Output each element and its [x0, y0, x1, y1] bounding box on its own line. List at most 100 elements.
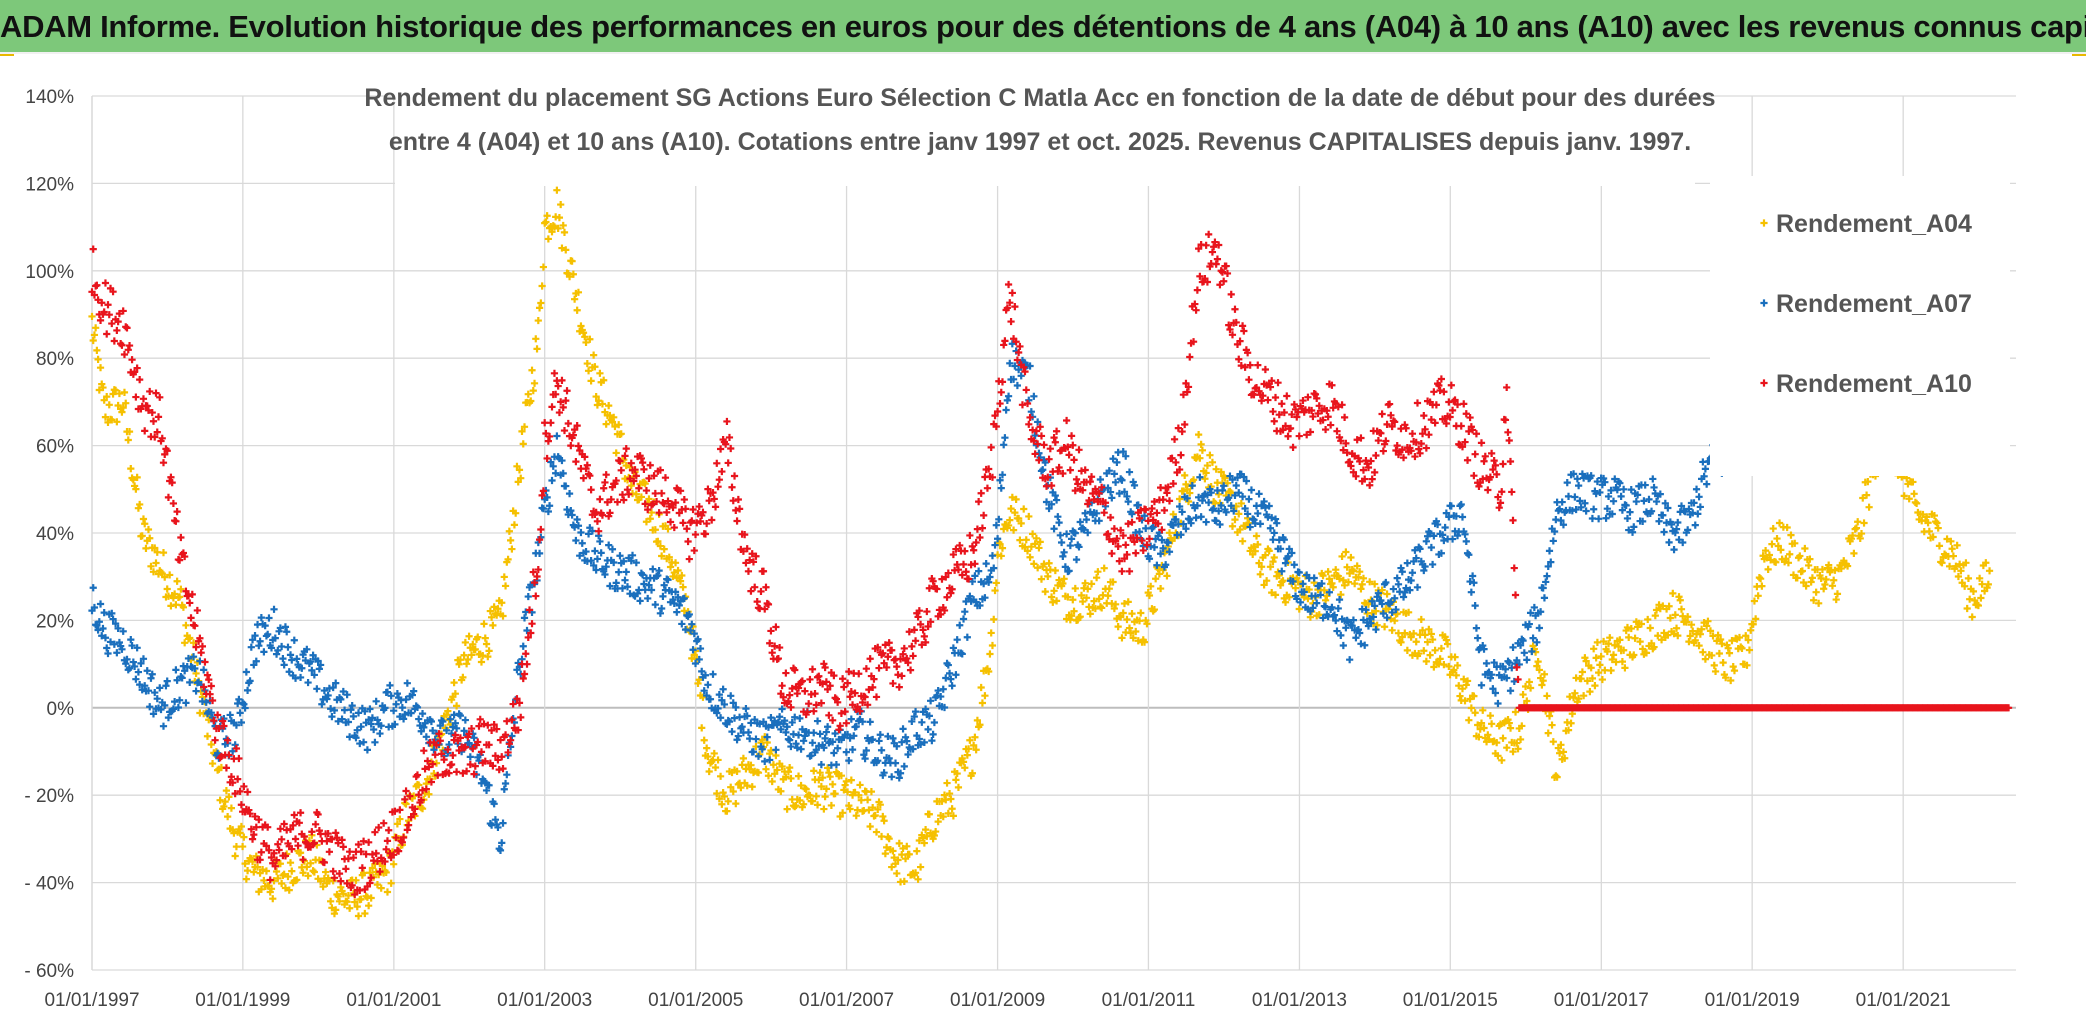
data-point: [1923, 513, 1931, 521]
data-point: [1145, 591, 1154, 600]
data-point: [921, 826, 930, 834]
data-point: [354, 912, 363, 920]
data-point: [161, 573, 169, 581]
data-point: [260, 648, 268, 656]
data-point: [831, 790, 839, 798]
data-point: [94, 355, 102, 363]
data-point: [1423, 638, 1432, 646]
data-point: [127, 636, 135, 644]
data-point: [276, 624, 284, 632]
data-point: [221, 798, 229, 806]
data-point: [1710, 661, 1718, 669]
data-point: [1163, 572, 1171, 580]
data-point: [595, 397, 603, 405]
data-point: [1453, 661, 1462, 670]
data-point: [588, 527, 596, 535]
data-point: [1821, 580, 1829, 589]
data-point: [615, 421, 623, 429]
data-point: [632, 490, 640, 498]
data-point: [574, 522, 583, 530]
data-point: [1437, 644, 1445, 653]
data-point: [242, 668, 250, 676]
data-point: [1505, 719, 1513, 727]
data-point: [1347, 553, 1355, 562]
data-point: [232, 721, 241, 729]
data-point: [714, 756, 722, 764]
data-point: [1221, 474, 1229, 482]
data-point: [590, 561, 598, 570]
data-point: [1070, 607, 1078, 615]
data-point: [1654, 632, 1662, 640]
data-point: [1614, 642, 1623, 651]
data-point: [1032, 534, 1040, 542]
data-point: [565, 490, 574, 498]
data-point: [89, 336, 97, 345]
data-point: [746, 765, 754, 773]
data-point: [89, 584, 97, 592]
data-point: [739, 754, 748, 762]
data-point: [1516, 735, 1525, 744]
data-point: [617, 430, 625, 438]
data-point: [1782, 555, 1790, 563]
data-point: [602, 563, 610, 571]
data-point: [825, 769, 833, 777]
data-point: [552, 469, 560, 477]
data-point: [715, 795, 723, 803]
data-point: [596, 537, 604, 546]
data-point: [1539, 677, 1547, 685]
data-point: [159, 722, 168, 730]
chart-title-line-2: entre 4 (A04) et 10 ans (A10). Cotations…: [389, 128, 1691, 156]
data-point: [1777, 546, 1785, 554]
data-point: [1802, 582, 1810, 590]
data-point: [1261, 551, 1269, 559]
data-point: [1691, 636, 1699, 645]
data-point: [1695, 641, 1703, 650]
data-point: [1124, 598, 1132, 606]
data-point: [1765, 551, 1774, 559]
data-point: [410, 687, 418, 695]
data-point: [1426, 651, 1434, 659]
data-point: [293, 876, 301, 884]
data-point: [988, 641, 997, 650]
data-point: [179, 603, 188, 611]
data-point: [181, 667, 189, 675]
data-point: [1630, 651, 1638, 659]
data-point: [1674, 632, 1682, 640]
data-point: [1268, 589, 1276, 597]
scatter-chart: - 60% - 40% - 20% 0% 20% 40% 60% 80% 100% 120% 140…: [0, 56, 2086, 1032]
data-point: [1647, 639, 1656, 648]
data-point: [1604, 640, 1613, 648]
data-point: [510, 521, 519, 529]
data-point: [164, 714, 173, 722]
data-point: [166, 571, 174, 579]
data-point: [115, 389, 123, 398]
data-point: [1152, 575, 1160, 583]
data-point: [1600, 637, 1608, 646]
data-point: [161, 701, 169, 709]
data-point: [1815, 599, 1823, 607]
data-point: [666, 563, 675, 571]
data-point: [455, 660, 463, 668]
data-point: [1577, 675, 1585, 683]
data-point: [1719, 659, 1727, 667]
data-point: [470, 734, 478, 742]
data-point: [122, 399, 130, 407]
data-point: [284, 643, 292, 651]
data-point: [1857, 529, 1866, 538]
data-point: [1571, 689, 1579, 697]
data-point: [1978, 580, 1986, 588]
data-point: [93, 346, 101, 354]
data-point: [754, 769, 763, 777]
data-point: [1762, 547, 1770, 555]
data-point: [553, 432, 561, 440]
data-point: [1368, 609, 1376, 617]
data-point: [1269, 558, 1277, 566]
data-point: [383, 888, 392, 896]
data-point: [361, 707, 369, 715]
data-point: [491, 816, 500, 824]
series-Rendement_A07: [88, 340, 1749, 854]
data-point: [632, 559, 640, 567]
data-point: [1007, 505, 1015, 513]
data-point: [1471, 709, 1479, 717]
data-point: [267, 885, 276, 893]
